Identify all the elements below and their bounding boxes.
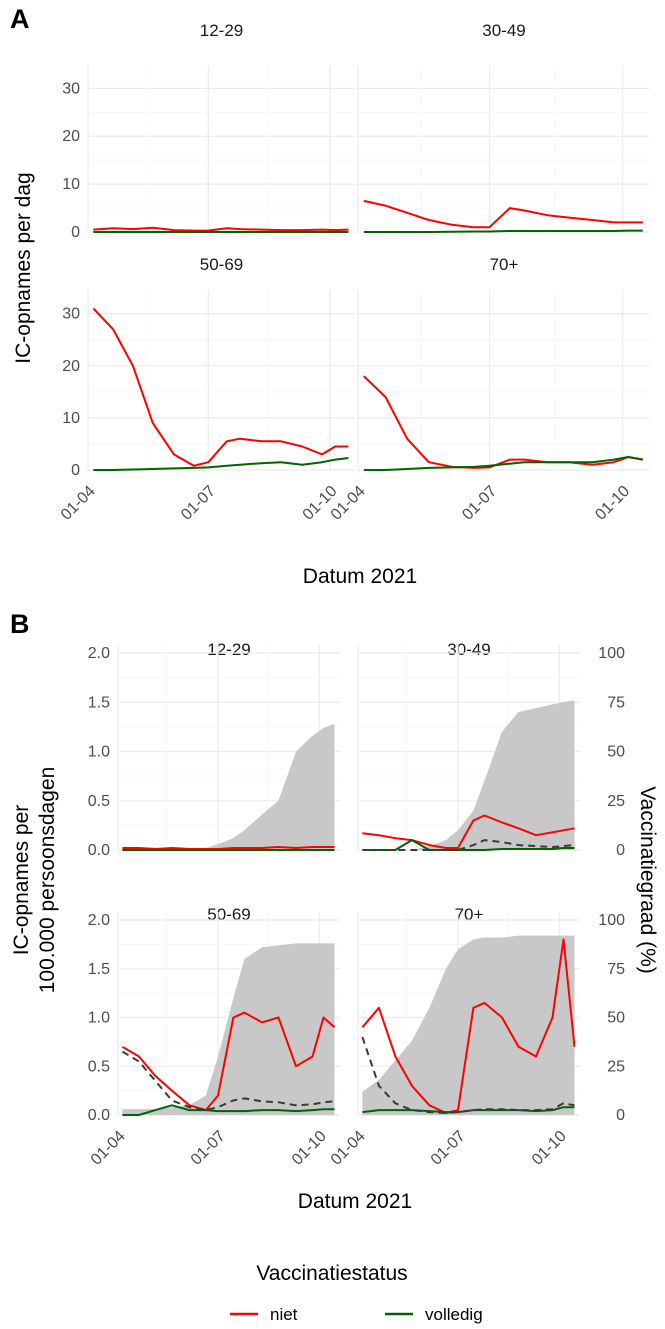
- series-line-volledig: [93, 457, 349, 471]
- y2-tick-label: 75: [607, 961, 625, 978]
- facet-strip-label: 12-29: [207, 640, 250, 659]
- vaccination-area: [362, 700, 575, 850]
- y-tick-label: 30: [62, 80, 80, 97]
- facet-strip-label: 70+: [455, 905, 484, 924]
- y-tick-label: 10: [62, 410, 80, 427]
- y2-tick-label: 0: [616, 842, 625, 859]
- series-line-dashed: [361, 1036, 575, 1114]
- y-tick-label: 1.0: [88, 1010, 110, 1027]
- y-tick-label: 20: [62, 358, 80, 375]
- y-tick-label: 20: [62, 128, 80, 145]
- y-tick-label: 0.5: [88, 1058, 110, 1075]
- y2-axis-title: Vaccinatiegraad (%): [636, 786, 659, 974]
- y-axis-title-line1: IC-opnames per: [10, 805, 33, 956]
- x-tick-label: 01-07: [178, 483, 219, 524]
- series-line-volledig: [362, 839, 575, 851]
- x-axis-title: Datum 2021: [298, 1190, 412, 1213]
- series-line-niet: [93, 226, 349, 232]
- y-tick-label: 0.0: [88, 1107, 110, 1124]
- series-line-volledig: [363, 229, 643, 233]
- y-tick-label: 2.0: [88, 645, 110, 662]
- y-tick-label: 1.5: [88, 961, 110, 978]
- series-line-niet: [363, 199, 643, 229]
- series-line-niet: [362, 814, 575, 849]
- vaccination-area: [362, 935, 575, 1115]
- series-line-niet: [361, 938, 576, 1114]
- x-tick-label: 01-10: [529, 1128, 570, 1169]
- vaccination-area: [122, 723, 335, 850]
- facet-12-29: 12-29 0.0 0.5 1.0 1.5 2.0: [88, 640, 340, 859]
- y-tick-label: 0.0: [88, 842, 110, 859]
- facet-50-69: 50-69 0.0 0.5 1.0 1.5 2.0 01-04 01-07 01-10: [88, 905, 340, 1169]
- x-axis-title: Datum 2021: [303, 565, 417, 588]
- series-line-niet: [121, 1011, 336, 1112]
- facet-strip-label: 12-29: [200, 21, 243, 40]
- facet-strip-label: 50-69: [207, 905, 250, 924]
- y-tick-label: 2.0: [88, 912, 110, 929]
- legend: Vaccinatiestatus niet volledig: [230, 1262, 483, 1324]
- x-tick-label: 01-07: [459, 483, 500, 524]
- series-line-dashed: [362, 839, 575, 851]
- y-tick-label: 1.0: [88, 744, 110, 761]
- series-line-dashed: [121, 1050, 335, 1112]
- y2-tick-label: 25: [607, 1058, 625, 1075]
- facet-strip-label: 30-49: [482, 21, 525, 40]
- panel-label: A: [10, 4, 30, 34]
- y2-tick-label: 100: [598, 912, 625, 929]
- legend-label: niet: [270, 1305, 298, 1324]
- y-tick-label: 1.5: [88, 694, 110, 711]
- facet-30-49: 30-49 0 25 50 75 100: [357, 640, 625, 859]
- y-tick-label: 0: [71, 224, 80, 241]
- panel-label: B: [10, 609, 30, 639]
- vaccination-area: [122, 943, 335, 1115]
- legend-item-volledig: volledig: [385, 1305, 483, 1324]
- y2-tick-label: 0: [616, 1107, 625, 1124]
- x-tick-label: 01-07: [188, 1128, 229, 1169]
- series-line-niet: [363, 375, 643, 469]
- y-tick-label: 10: [62, 176, 80, 193]
- y-axis-title: IC-opnames per dag: [12, 172, 35, 363]
- x-tick-label: 01-04: [58, 483, 99, 524]
- series-line-niet: [122, 846, 335, 850]
- x-tick-label: 01-04: [328, 1128, 369, 1169]
- x-tick-label: 01-10: [289, 1128, 330, 1169]
- y-tick-label: 30: [62, 306, 80, 323]
- panel-B: B 12-29 0.0 0.5 1.0 1.5 2.0 30-49 0 25 50 75 100 50-6…: [10, 609, 659, 1213]
- facet-30-49: 30-49: [357, 21, 650, 233]
- facet-70+: 70+ 0 25 50 75 100 01-04 01-07 01-10: [328, 905, 625, 1169]
- facet-12-29: 12-29 0 10 20 30: [62, 21, 355, 241]
- panel-A: A 12-29 0 10 20 30 30-49 50-69 0 10 20 30 01-04 01-07…: [10, 4, 650, 588]
- facet-70+: 70+01-04 01-07 01-10: [328, 255, 650, 524]
- y-axis-title-line2: 100.000 persoonsdagen: [36, 767, 59, 994]
- y2-tick-label: 75: [607, 694, 625, 711]
- y-tick-label: 0: [71, 462, 80, 479]
- facet-strip-label: 70+: [490, 255, 519, 274]
- facet-strip-label: 50-69: [200, 255, 243, 274]
- series-line-volledig: [363, 456, 643, 471]
- x-tick-label: 01-07: [428, 1128, 469, 1169]
- x-tick-label: 01-10: [592, 483, 633, 524]
- y2-tick-label: 100: [598, 645, 625, 662]
- series-line-volledig: [122, 1104, 335, 1116]
- y2-tick-label: 50: [607, 1010, 625, 1027]
- y2-tick-label: 50: [607, 744, 625, 761]
- legend-title: Vaccinatiestatus: [256, 1262, 407, 1285]
- facet-strip-label: 30-49: [447, 640, 490, 659]
- y2-tick-label: 25: [607, 793, 625, 810]
- legend-label: volledig: [425, 1305, 483, 1324]
- legend-item-niet: niet: [230, 1305, 298, 1324]
- x-tick-label: 01-04: [88, 1128, 129, 1169]
- y-tick-label: 0.5: [88, 793, 110, 810]
- series-line-niet: [92, 307, 349, 467]
